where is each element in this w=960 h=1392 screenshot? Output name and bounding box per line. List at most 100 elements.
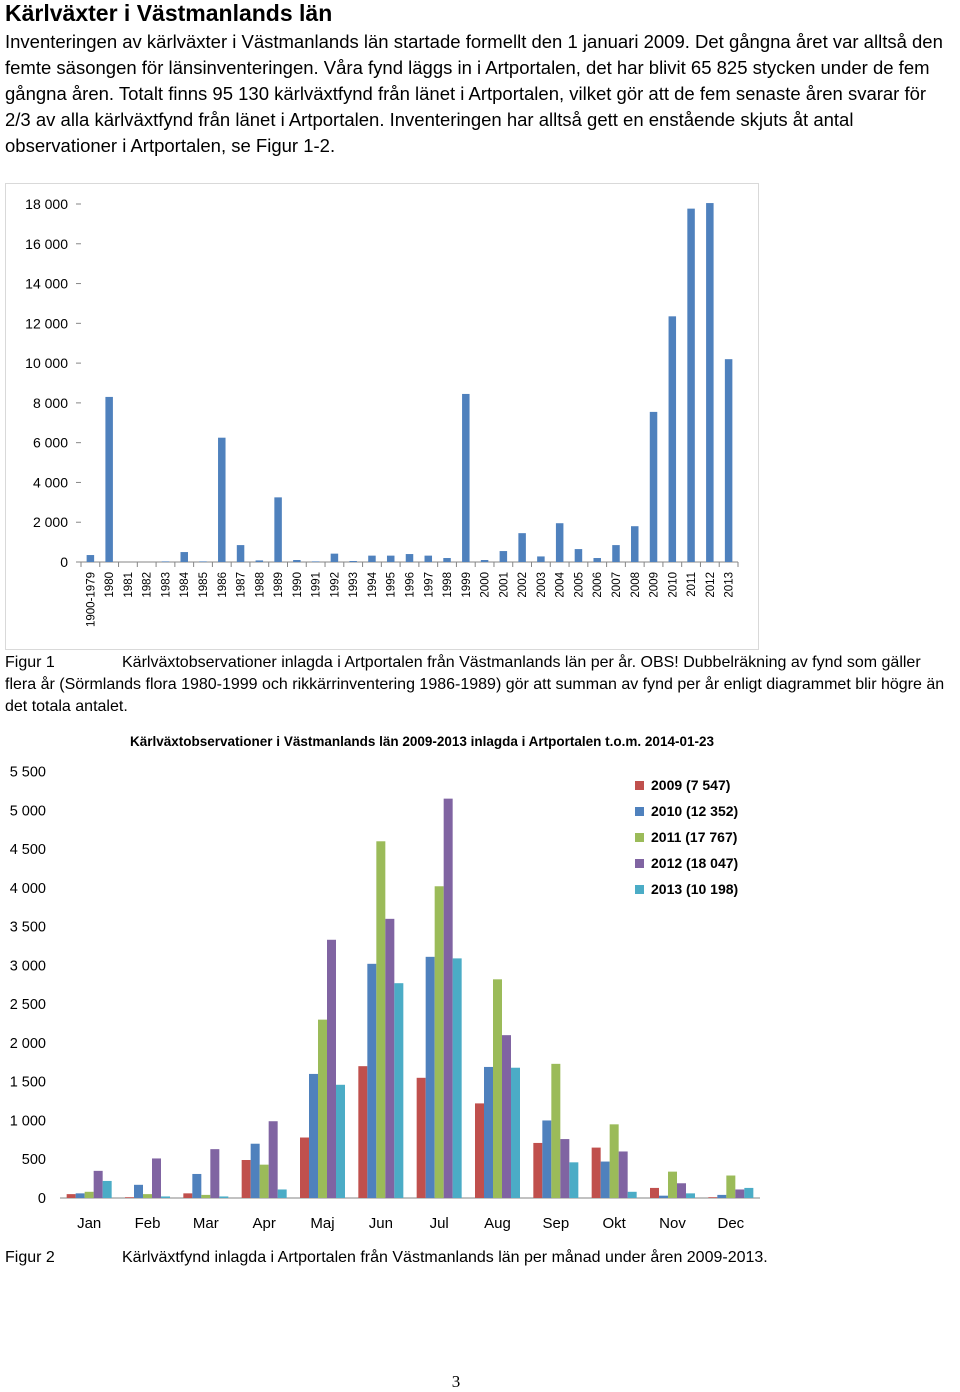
bar-1990	[293, 560, 301, 562]
bar-2008	[631, 526, 639, 562]
bar-1998	[443, 558, 451, 562]
bar-2013	[724, 359, 733, 562]
bar-Jul-2012	[443, 798, 453, 1198]
bar-1989	[274, 497, 282, 562]
x-tick-label: 1988	[254, 572, 266, 598]
y-tick-label: 4 000	[33, 474, 68, 490]
legend-swatch	[635, 885, 644, 894]
bar-1992	[330, 553, 339, 562]
bar-Feb-2012	[152, 1158, 161, 1198]
bar-Dec-2012	[735, 1189, 745, 1198]
y-tick-label: 14 000	[25, 276, 68, 292]
x-tick-label: Maj	[310, 1215, 334, 1232]
x-tick-label: Okt	[602, 1215, 626, 1232]
bar-Feb-2009	[125, 1197, 134, 1198]
bar-1999	[462, 393, 470, 562]
bar-Aug-2009	[475, 1103, 484, 1198]
y-tick-label: 0	[60, 554, 68, 570]
bar-Jan-2009	[66, 1194, 76, 1198]
figure-2-caption-text: Kärlväxtfynd inlagda i Artportalen från …	[122, 1249, 768, 1266]
x-tick-label: 1998	[442, 572, 454, 598]
bar-1987	[236, 545, 245, 562]
x-tick-label: 1900-1979	[85, 572, 97, 627]
bar-Mar-2013	[219, 1196, 229, 1198]
bar-1980	[105, 396, 113, 562]
bar-Nov-2011	[668, 1171, 677, 1198]
x-tick-label: 1995	[386, 572, 398, 598]
y-tick-label: 5 000	[10, 803, 46, 819]
x-tick-label: Jul	[430, 1215, 449, 1232]
bar-Jan-2012	[93, 1170, 103, 1198]
bar-1993	[349, 561, 357, 562]
x-tick-label: 2011	[686, 572, 698, 597]
bar-Aug-2011	[493, 979, 502, 1198]
x-tick-label: Dec	[717, 1215, 744, 1232]
x-tick-label: 1980	[104, 572, 116, 598]
bar-Mar-2011	[201, 1194, 211, 1198]
bar-1996	[405, 554, 414, 562]
y-tick-label: 4 500	[10, 842, 46, 858]
bar-Jul-2009	[416, 1077, 426, 1198]
bar-Jul-2013	[452, 958, 462, 1198]
x-tick-label: 1992	[329, 572, 341, 598]
bar-Nov-2012	[677, 1183, 686, 1198]
x-tick-label: 1991	[311, 572, 323, 598]
y-tick-label: 4 000	[10, 881, 46, 897]
legend-swatch	[635, 859, 644, 868]
bar-Nov-2010	[659, 1195, 668, 1198]
bar-2006	[593, 558, 601, 562]
x-tick-label: 1996	[405, 572, 417, 598]
x-tick-label: 2006	[592, 572, 604, 598]
bar-Dec-2013	[744, 1187, 754, 1198]
figure-2-caption: Figur 2 Kärlväxtfynd inlagda i Artportale…	[5, 1247, 955, 1269]
figure-1-caption: Figur 1 Kärlväxtobservationer inlagda i A…	[5, 652, 955, 718]
x-tick-label: 1989	[273, 572, 285, 598]
bar-2010	[668, 316, 677, 562]
legend-swatch	[635, 807, 644, 816]
x-tick-label: 1982	[142, 572, 154, 598]
bar-Jul-2010	[425, 956, 435, 1198]
bar-1988	[255, 560, 264, 562]
bar-Feb-2010	[134, 1184, 143, 1198]
bar-Nov-2013	[686, 1193, 695, 1198]
x-tick-label: 1981	[123, 572, 135, 598]
bar-Feb-2011	[143, 1194, 152, 1198]
legend-entry: 2013 (10 198)	[651, 881, 738, 897]
y-tick-label: 3 000	[10, 958, 46, 974]
legend-entry: 2011 (17 767)	[651, 829, 737, 845]
page-heading: Kärlväxter i Västmanlands län	[5, 0, 333, 26]
x-tick-label: 1993	[348, 572, 360, 598]
y-tick-label: 1 500	[10, 1075, 46, 1091]
x-tick-label: 1983	[160, 572, 172, 598]
bar-Aug-2010	[484, 1066, 493, 1198]
x-tick-label: 1999	[461, 572, 473, 598]
y-tick-label: 0	[38, 1191, 46, 1207]
x-tick-label: 2009	[649, 572, 661, 598]
bar-Apr-2010	[250, 1143, 260, 1198]
bar-Jun-2013	[394, 983, 404, 1198]
legend-entry: 2009 (7 547)	[651, 777, 730, 793]
bar-Apr-2012	[268, 1121, 278, 1198]
bar-2000	[480, 560, 489, 562]
bar-Jul-2011	[434, 886, 444, 1198]
y-tick-label: 10 000	[25, 355, 68, 371]
bar-2002	[518, 533, 526, 562]
bar-Apr-2011	[259, 1164, 269, 1198]
bar-Sep-2012	[560, 1139, 570, 1198]
bar-Jan-2011	[84, 1191, 94, 1198]
x-tick-label: 2001	[498, 572, 510, 598]
x-tick-label: Feb	[135, 1215, 161, 1232]
bar-2004	[555, 523, 564, 562]
bar-Okt-2009	[591, 1147, 601, 1198]
bar-Mar-2012	[210, 1149, 220, 1198]
bar-Jun-2010	[367, 963, 377, 1198]
bar-2009	[649, 411, 658, 562]
bar-Okt-2012	[618, 1151, 628, 1198]
bar-Aug-2012	[502, 1035, 511, 1198]
x-tick-label: Aug	[484, 1215, 511, 1232]
bar-1985	[199, 561, 207, 562]
x-tick-label: 2013	[724, 572, 736, 598]
bar-2007	[612, 545, 620, 562]
bar-Mar-2010	[192, 1173, 202, 1198]
x-tick-label: Apr	[252, 1215, 275, 1232]
